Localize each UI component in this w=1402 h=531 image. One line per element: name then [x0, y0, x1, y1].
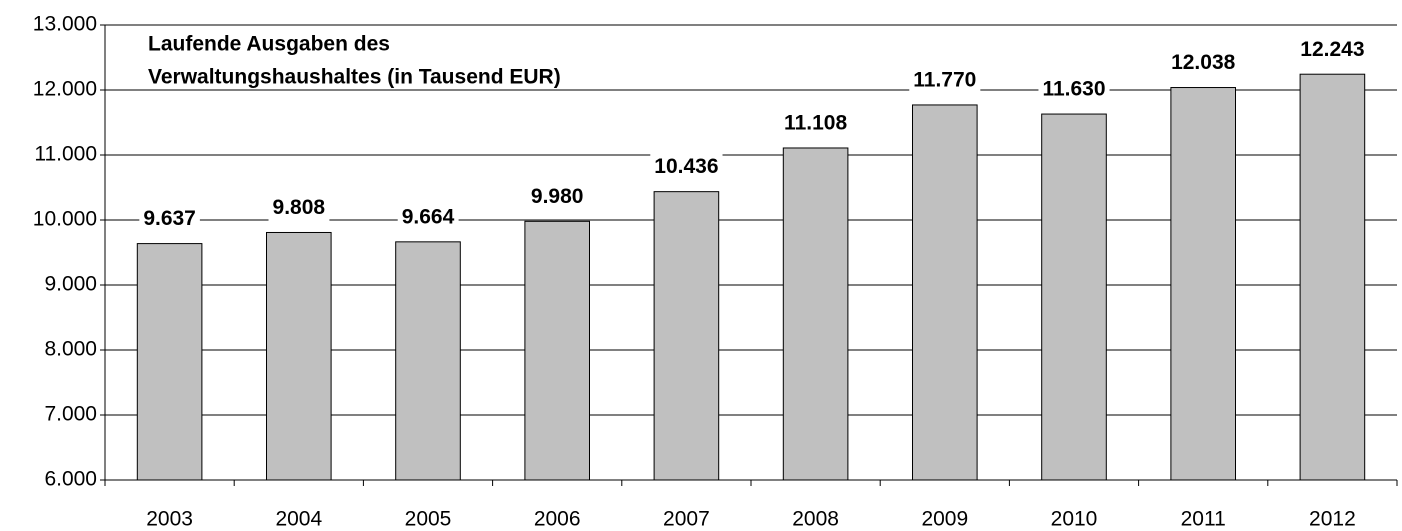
label-background — [397, 203, 459, 231]
bar — [136, 243, 203, 481]
x-tick-label: 2004 — [275, 508, 322, 531]
y-tick-label: 11.000 — [34, 143, 97, 166]
y-tick-label: 9.000 — [44, 273, 97, 296]
chart-title: Verwaltungshaushaltes (in Tausend EUR) — [148, 66, 561, 89]
labels: 9.637 9.808 9.664 9.980 10.436 11.108 11.770 11… — [139, 35, 1369, 233]
label-background — [1296, 35, 1369, 63]
x-tick-label: 2010 — [1051, 508, 1098, 531]
bar — [266, 231, 332, 481]
x-tick-label: 2005 — [405, 508, 452, 531]
bar — [1041, 113, 1107, 481]
data-label: 10.436 — [654, 155, 718, 178]
x-tick-label: 2009 — [921, 508, 968, 531]
data-label: 9.664 — [402, 205, 455, 228]
x-tick-label: 2006 — [534, 508, 581, 531]
bars — [136, 73, 1366, 481]
chart-title: Laufende Ausgaben des — [148, 33, 390, 56]
x-tick-label: 2003 — [146, 508, 193, 531]
bar — [1170, 87, 1237, 481]
bar — [1299, 73, 1366, 481]
bar — [524, 220, 591, 481]
x-tick-label: 2008 — [792, 508, 839, 531]
data-label: 9.808 — [273, 196, 326, 219]
label-background — [1038, 75, 1110, 103]
bar — [395, 241, 461, 481]
data-label: 12.243 — [1300, 38, 1364, 61]
label-background — [909, 66, 981, 94]
x-tick-label: 2011 — [1181, 508, 1226, 531]
y-tick-label: 7.000 — [44, 403, 97, 426]
y-tick-label: 12.000 — [33, 78, 97, 101]
x-tick-label: 2007 — [663, 508, 710, 531]
y-tick-label: 10.000 — [33, 208, 97, 231]
data-label: 9.980 — [531, 185, 584, 208]
data-label: 11.108 — [784, 112, 847, 135]
y-tick-label: 13.000 — [33, 13, 97, 36]
data-label: 9.637 — [143, 207, 196, 230]
bar — [912, 104, 978, 481]
label-background — [780, 109, 852, 137]
data-label: 12.038 — [1171, 51, 1236, 74]
label-background — [650, 153, 723, 181]
label-background — [139, 205, 200, 233]
label-background — [526, 182, 588, 210]
data-label: 11.770 — [913, 68, 976, 91]
bar — [653, 191, 720, 481]
label-background — [1167, 49, 1240, 77]
y-tick-label: 6.000 — [44, 468, 97, 491]
data-label: 11.630 — [1042, 78, 1105, 101]
y-tick-label: 8.000 — [44, 338, 97, 361]
bar — [782, 147, 849, 481]
label-background — [268, 194, 330, 222]
x-tick-label: 2012 — [1309, 508, 1356, 531]
